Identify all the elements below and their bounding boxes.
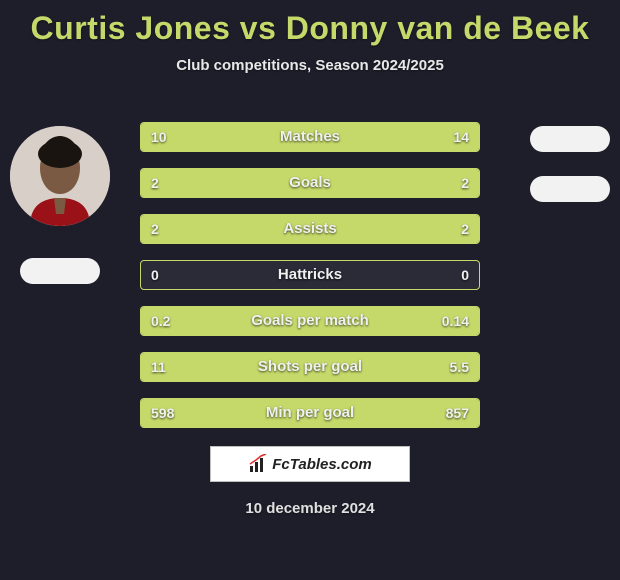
bar-value-right: 5.5 bbox=[440, 353, 479, 381]
player-left-avatar bbox=[10, 126, 110, 226]
team-left-badge bbox=[20, 258, 100, 284]
brand-text: FcTables.com bbox=[272, 456, 371, 473]
brand-logo[interactable]: FcTables.com bbox=[210, 446, 410, 482]
bar-value-left: 10 bbox=[141, 123, 177, 151]
bar-row: Goals2 2 bbox=[140, 168, 480, 198]
page-title: Curtis Jones vs Donny van de Beek bbox=[0, 0, 620, 47]
bar-row: Matches10 14 bbox=[140, 122, 480, 152]
bar-value-left: 0 bbox=[141, 261, 169, 289]
bar-label: Goals per match bbox=[141, 307, 479, 335]
bar-row: Shots per goal11 5.5 bbox=[140, 352, 480, 382]
chart-icon bbox=[248, 454, 268, 474]
bar-label: Hattricks bbox=[141, 261, 479, 289]
bar-row: Hattricks0 0 bbox=[140, 260, 480, 290]
bar-value-right: 14 bbox=[443, 123, 479, 151]
bar-label: Assists bbox=[141, 215, 479, 243]
bar-label: Matches bbox=[141, 123, 479, 151]
bar-value-left: 11 bbox=[141, 353, 176, 381]
bar-value-right: 2 bbox=[451, 169, 479, 197]
bar-value-right: 2 bbox=[451, 215, 479, 243]
bar-value-left: 0.2 bbox=[141, 307, 180, 335]
bar-value-right: 857 bbox=[436, 399, 479, 427]
bar-row: Goals per match0.2 0.14 bbox=[140, 306, 480, 336]
bar-value-right: 0 bbox=[451, 261, 479, 289]
bar-label: Goals bbox=[141, 169, 479, 197]
bar-row: Assists2 2 bbox=[140, 214, 480, 244]
bar-value-right: 0.14 bbox=[432, 307, 479, 335]
bar-value-left: 598 bbox=[141, 399, 184, 427]
comparison-bars: Matches1014Goals22Assists22Hattricks00Go… bbox=[140, 122, 480, 444]
bar-value-left: 2 bbox=[141, 169, 169, 197]
page-subtitle: Club competitions, Season 2024/2025 bbox=[0, 57, 620, 74]
bar-label: Shots per goal bbox=[141, 353, 479, 381]
team-right-badge-1 bbox=[530, 126, 610, 152]
footer-date: 10 december 2024 bbox=[0, 500, 620, 517]
bar-label: Min per goal bbox=[141, 399, 479, 427]
bar-value-left: 2 bbox=[141, 215, 169, 243]
team-right-badge-2 bbox=[530, 176, 610, 202]
bar-row: Min per goal598 857 bbox=[140, 398, 480, 428]
